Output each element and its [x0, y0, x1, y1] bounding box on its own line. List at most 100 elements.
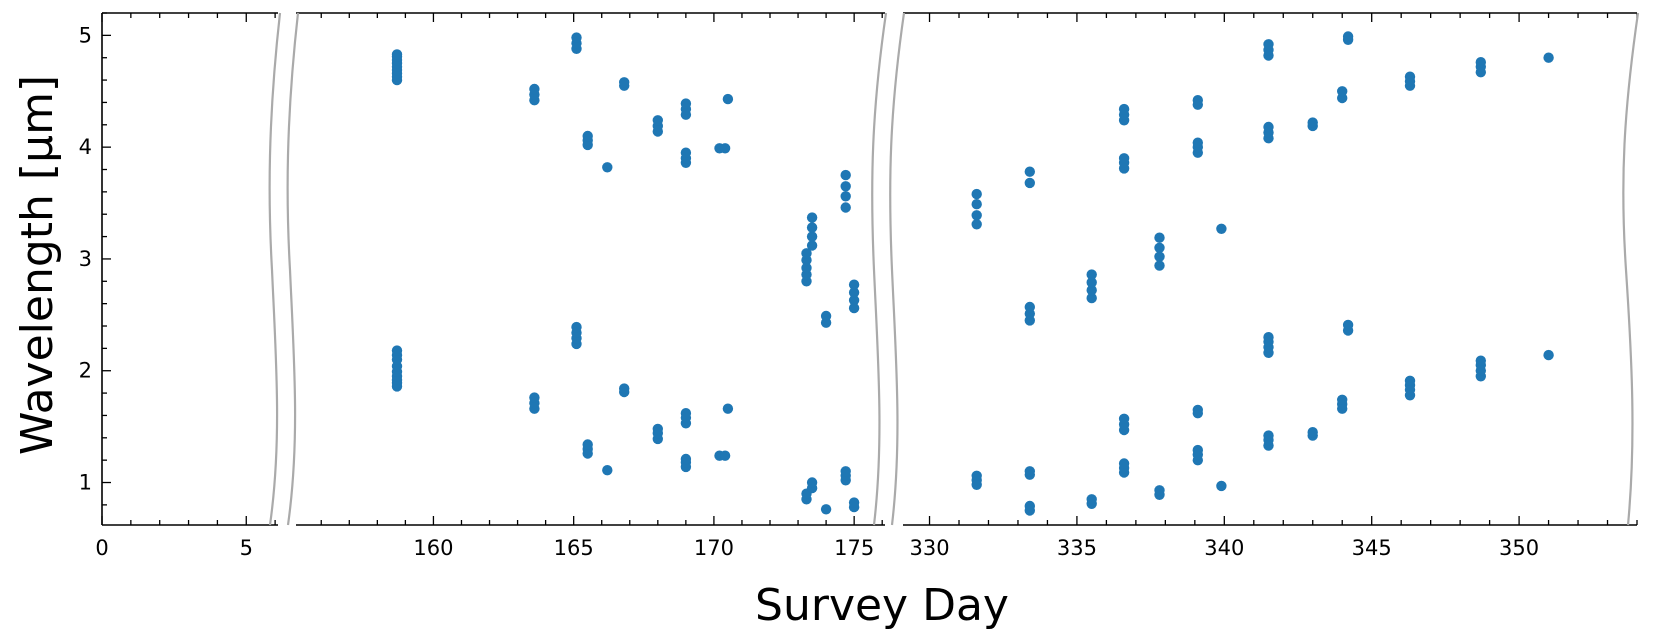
data-point [1086, 277, 1097, 288]
data-point [571, 321, 582, 333]
x-tick-label: 350 [1499, 536, 1539, 560]
data-point [1154, 485, 1165, 496]
data-point [1024, 466, 1036, 477]
data-points [391, 31, 1554, 516]
break-mark-right [1622, 12, 1640, 526]
data-point [1192, 137, 1204, 148]
x-tick-label: 0 [95, 536, 108, 560]
data-point [1337, 394, 1348, 405]
data-point [806, 240, 818, 251]
panel-frames [101, 12, 1637, 526]
data-point [1543, 52, 1554, 63]
data-point [848, 287, 860, 298]
x-tick-label: 175 [834, 536, 874, 560]
data-point [652, 423, 663, 435]
data-point [1337, 86, 1348, 97]
data-point [1086, 285, 1097, 296]
data-point [619, 383, 630, 394]
data-point [1154, 251, 1165, 262]
data-point [1342, 31, 1354, 42]
data-point [971, 199, 982, 210]
data-point [806, 212, 818, 223]
data-point [971, 188, 982, 200]
x-axis-title: Survey Day [755, 580, 1009, 631]
data-point [1086, 269, 1097, 280]
data-point [652, 115, 663, 126]
data-point [1342, 319, 1354, 331]
data-point [1154, 260, 1165, 271]
data-point [1118, 458, 1130, 469]
data-point [840, 169, 851, 181]
data-point [1192, 404, 1204, 416]
data-point [529, 392, 540, 403]
data-point [1118, 103, 1130, 115]
data-point [1475, 57, 1487, 68]
data-point [1024, 177, 1036, 189]
data-point [602, 162, 613, 173]
data-point [680, 453, 692, 465]
y-tick-label: 2 [79, 359, 92, 383]
data-point [722, 93, 734, 105]
data-point [1086, 494, 1097, 505]
data-point [1024, 166, 1036, 177]
data-point [602, 465, 613, 476]
data-point [719, 143, 731, 154]
x-tick-label: 170 [694, 536, 734, 560]
data-point [1404, 375, 1416, 386]
data-point [848, 497, 860, 508]
data-point [971, 219, 982, 230]
data-point [1086, 292, 1097, 304]
break-mark-2a [871, 12, 888, 526]
data-point [840, 191, 851, 202]
data-point [820, 310, 832, 322]
data-point [848, 302, 860, 314]
data-point [680, 147, 692, 158]
y-tick-label: 4 [79, 135, 92, 159]
data-point [719, 450, 731, 461]
x-tick-label: 160 [413, 536, 453, 560]
data-point [1263, 430, 1274, 441]
data-point [806, 222, 818, 233]
data-point [848, 295, 860, 306]
data-point [1024, 301, 1036, 313]
data-point [820, 504, 832, 515]
axis-break-marks [268, 12, 1640, 526]
x-tick-label: 330 [909, 536, 949, 560]
data-point [1154, 242, 1165, 253]
data-point [1263, 332, 1274, 343]
data-point [1154, 232, 1165, 243]
data-point [840, 181, 851, 192]
data-point [391, 345, 403, 356]
data-point [680, 98, 692, 109]
data-point [801, 262, 812, 274]
data-point [1118, 413, 1130, 424]
data-point [971, 470, 982, 481]
data-point [1475, 355, 1487, 366]
data-point [529, 83, 540, 95]
data-point [1192, 444, 1204, 456]
data-point [571, 32, 582, 43]
x-tick-label: 340 [1204, 536, 1244, 560]
data-point [391, 49, 403, 60]
data-point [619, 77, 630, 88]
data-point [848, 279, 860, 290]
data-point [806, 477, 818, 488]
data-point [1263, 121, 1274, 133]
data-point [840, 466, 851, 477]
data-point [806, 231, 818, 242]
data-point [801, 248, 812, 259]
x-tick-label: 165 [554, 536, 594, 560]
break-mark-2b [889, 12, 906, 526]
x-tick-label: 345 [1352, 536, 1392, 560]
data-point [680, 408, 692, 419]
data-point [971, 210, 982, 221]
data-point [1263, 39, 1274, 50]
data-point [1192, 95, 1204, 106]
y-tick-label: 3 [79, 247, 92, 271]
data-point [1307, 117, 1318, 128]
data-point [1024, 500, 1036, 512]
data-point [582, 130, 593, 142]
data-point [1216, 480, 1227, 492]
